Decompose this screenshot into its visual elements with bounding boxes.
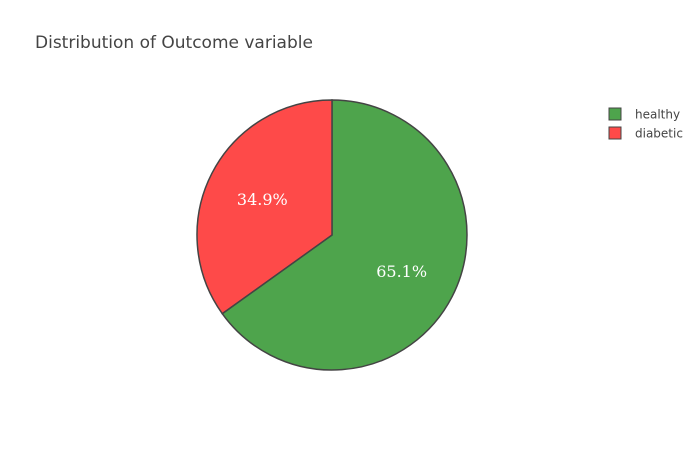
pie-slice-healthy[interactable] xyxy=(221,99,468,371)
slice-label-diabetic: 34.9% xyxy=(237,190,288,209)
pie-slice-diabetic[interactable] xyxy=(196,99,333,315)
legend-label-healthy[interactable]: healthy xyxy=(635,108,680,122)
legend-swatch-healthy[interactable] xyxy=(608,107,622,121)
legend-label-diabetic[interactable]: diabetic xyxy=(635,127,683,141)
legend-item-diabetic[interactable]: diabetic xyxy=(608,126,683,141)
legend-swatch-diabetic[interactable] xyxy=(608,126,622,140)
pie-slices xyxy=(196,99,468,371)
chart-title: Distribution of Outcome variable xyxy=(35,33,313,53)
legend: healthy diabetic xyxy=(608,107,683,141)
legend-item-healthy[interactable]: healthy xyxy=(608,107,680,122)
slice-label-healthy: 65.1% xyxy=(376,262,427,281)
pie-labels: 65.1% 34.9% xyxy=(237,190,427,281)
